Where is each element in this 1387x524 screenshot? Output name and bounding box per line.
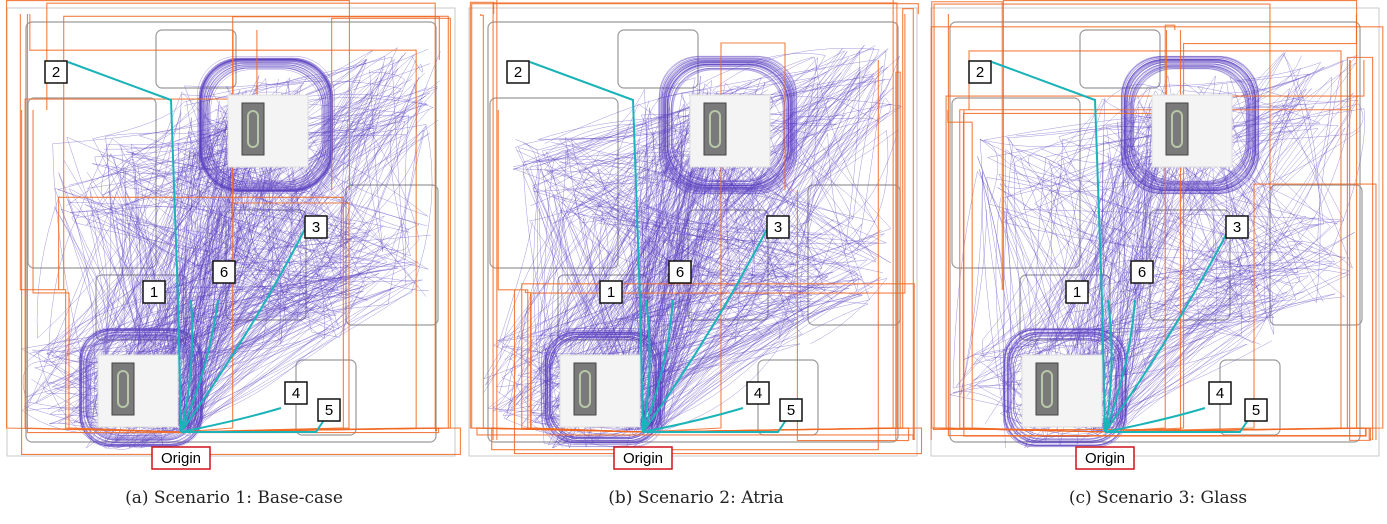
stair-room-upper bbox=[689, 94, 771, 168]
goal-marker-6: 6 bbox=[212, 260, 236, 284]
goal-marker-5: 5 bbox=[779, 398, 803, 422]
walls bbox=[949, 21, 1363, 443]
origin-label: Origin bbox=[623, 450, 663, 467]
goal-marker-1: 1 bbox=[599, 280, 623, 304]
goal-marker-label: 2 bbox=[514, 64, 522, 81]
goal-marker-label: 5 bbox=[1252, 402, 1260, 419]
goal-marker-label: 3 bbox=[774, 219, 782, 236]
shortest-paths bbox=[991, 61, 1249, 433]
goal-marker-4: 4 bbox=[284, 381, 308, 405]
goal-marker-label: 4 bbox=[292, 385, 300, 402]
goal-marker-label: 4 bbox=[754, 385, 762, 402]
goal-marker-3: 3 bbox=[1225, 215, 1249, 239]
goal-marker-label: 5 bbox=[787, 402, 795, 419]
origin-label: Origin bbox=[1085, 450, 1125, 467]
goal-marker-label: 2 bbox=[976, 64, 984, 81]
goal-marker-label: 4 bbox=[1216, 385, 1224, 402]
alt-trajectories bbox=[469, 0, 923, 455]
goal-marker-label: 1 bbox=[607, 284, 615, 301]
floor-plan-scenario-3: 1 2 3 4 5 6 Origin bbox=[930, 0, 1384, 470]
alt-trajectories bbox=[6, 0, 461, 455]
origin-marker: Origin bbox=[1075, 446, 1135, 470]
caption-scenario-1: (a) Scenario 1: Base-case bbox=[125, 488, 343, 508]
goal-marker-4: 4 bbox=[746, 381, 770, 405]
goal-marker-label: 3 bbox=[312, 219, 320, 236]
goal-marker-4: 4 bbox=[1208, 381, 1232, 405]
goal-marker-3: 3 bbox=[766, 215, 790, 239]
goal-marker-1: 1 bbox=[1065, 280, 1089, 304]
floor-plan-scenario-2: 1 2 3 4 5 6 Origin bbox=[468, 0, 923, 470]
stair-room-upper bbox=[227, 94, 309, 168]
plan-frame bbox=[930, 7, 1380, 457]
plan-frame bbox=[6, 7, 456, 457]
alt-trajectories bbox=[930, 0, 1384, 441]
goal-marker-label: 6 bbox=[220, 264, 228, 281]
floor-plan-scenario-1: 1 2 3 4 5 6 Origin bbox=[6, 0, 461, 470]
stair-room-lower bbox=[559, 354, 641, 428]
panel-scenario-1: 1 2 3 4 5 6 Origin (a) Scenario 1: Base-case bbox=[6, 0, 462, 524]
goal-marker-2: 2 bbox=[44, 60, 68, 84]
goal-marker-label: 5 bbox=[325, 402, 333, 419]
goal-marker-5: 5 bbox=[317, 398, 341, 422]
shortest-paths bbox=[529, 61, 787, 433]
goal-marker-label: 2 bbox=[52, 64, 60, 81]
goal-marker-3: 3 bbox=[304, 215, 328, 239]
stair-room-lower bbox=[97, 354, 179, 428]
stair-room-upper bbox=[1151, 94, 1233, 168]
goal-marker-2: 2 bbox=[506, 60, 530, 84]
goal-marker-2: 2 bbox=[968, 60, 992, 84]
goal-marker-6: 6 bbox=[668, 260, 692, 284]
origin-label: Origin bbox=[161, 450, 201, 467]
goal-marker-label: 1 bbox=[150, 284, 158, 301]
origin-marker: Origin bbox=[613, 446, 673, 470]
goal-marker-5: 5 bbox=[1244, 398, 1268, 422]
stair-room-lower bbox=[1021, 354, 1103, 428]
shortest-paths bbox=[67, 61, 325, 433]
goal-marker-label: 1 bbox=[1073, 284, 1081, 301]
goal-marker-label: 6 bbox=[676, 264, 684, 281]
origin-marker: Origin bbox=[151, 446, 211, 470]
panel-scenario-2: 1 2 3 4 5 6 Origin (b) Scenario 2: Atria bbox=[468, 0, 924, 524]
goal-marker-label: 3 bbox=[1233, 219, 1241, 236]
goal-marker-label: 6 bbox=[1138, 264, 1146, 281]
caption-scenario-2: (b) Scenario 2: Atria bbox=[608, 488, 784, 508]
panel-scenario-3: 1 2 3 4 5 6 Origin (c) Scenario 3: Glass bbox=[930, 0, 1386, 524]
goal-marker-1: 1 bbox=[142, 280, 166, 304]
caption-scenario-3: (c) Scenario 3: Glass bbox=[1068, 488, 1248, 508]
goal-marker-6: 6 bbox=[1130, 260, 1154, 284]
